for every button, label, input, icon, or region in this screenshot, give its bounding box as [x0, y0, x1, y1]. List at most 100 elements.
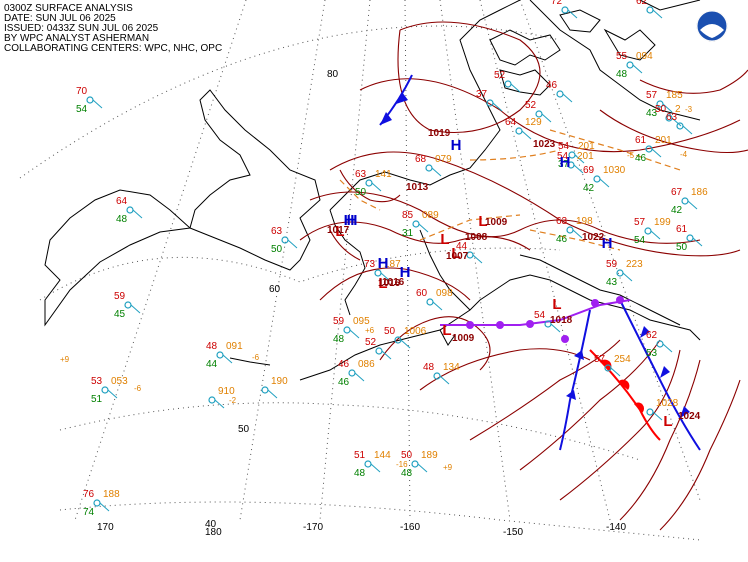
station-circle	[343, 326, 351, 334]
station-dewpoint: 54	[634, 235, 646, 246]
wind-barb	[521, 130, 532, 140]
station-dewpoint: 51	[91, 394, 103, 405]
station-circle	[364, 460, 372, 468]
station-circle	[593, 175, 601, 183]
station-pressure: 1030	[603, 165, 626, 176]
station-temperature: 59	[114, 291, 126, 302]
pressure-tendency: -4	[680, 150, 688, 159]
station-temperature: 61	[676, 224, 688, 235]
grid-labels: 80 60 50 40 170 180 -170 -160 -150 -140	[97, 69, 626, 538]
pressure-tendencies: +9 -6 -2 -6 +6 +9 -16 -5 -4 -3	[60, 105, 693, 472]
wind-barb	[349, 329, 360, 339]
station-dewpoint: 44	[206, 359, 218, 370]
center-pressure-label: 1019	[428, 128, 451, 139]
station-dewpoint: 31	[402, 228, 414, 239]
wind-barb	[632, 64, 643, 74]
station-circle	[681, 197, 689, 205]
wind-barb	[572, 229, 583, 239]
wind-barb	[417, 463, 428, 473]
station-temperature: 50	[384, 326, 396, 337]
low-center: L	[478, 213, 487, 230]
wind-barb	[418, 223, 429, 233]
station-pressure: 199	[654, 217, 671, 228]
wind-barb	[541, 113, 552, 123]
wind-barb	[381, 350, 392, 360]
station-dewpoint: 46	[556, 234, 568, 245]
wind-barb	[687, 200, 698, 210]
station-pressure: 144	[374, 450, 391, 461]
station-temperature: 61	[635, 135, 647, 146]
pressure-tendency: -5	[627, 151, 635, 160]
noaa-logo	[696, 10, 728, 42]
high-center: H	[344, 212, 355, 229]
wind-barb	[651, 148, 662, 158]
header-analyst: BY WPC ANALYST ASHERMAN	[4, 33, 150, 44]
station-temperature: 70	[76, 86, 88, 97]
lon-label: -160	[400, 522, 420, 533]
station-pressure: 1006	[404, 326, 427, 337]
station-temperature: 63	[556, 216, 568, 227]
station-pressure: 201	[578, 141, 595, 152]
center-pressure-label: 1024	[678, 411, 701, 422]
wind-barb	[130, 304, 141, 314]
low-center: L	[378, 275, 387, 292]
station-temperature: 69	[583, 165, 595, 176]
station-dewpoint: 43	[646, 108, 658, 119]
station-temperature: 62	[636, 0, 648, 7]
station-dewpoint: 42	[671, 205, 683, 216]
center-pressure-label: 1018	[550, 315, 573, 326]
station-circle	[93, 499, 101, 507]
high-center: H	[451, 137, 462, 154]
station-temperature: 52	[525, 100, 537, 111]
station-temperature: 44	[456, 241, 468, 252]
high-center: H	[347, 212, 358, 229]
station-circle	[216, 351, 224, 359]
station-circle	[425, 164, 433, 172]
station-temperature: 54	[557, 151, 569, 162]
station-dewpoint: 46	[635, 153, 647, 164]
station-temperature: 51	[354, 450, 366, 461]
wind-barb	[622, 272, 633, 282]
station-dewpoint: 48	[354, 468, 366, 479]
pressure-tendency: -6	[252, 353, 260, 362]
wind-barb	[550, 323, 561, 333]
station-temperature: 63	[355, 169, 367, 180]
station-dewpoint: 74	[83, 507, 95, 518]
station-pressure: 189	[421, 450, 438, 461]
station-circle	[515, 127, 523, 135]
wind-barb	[214, 399, 225, 409]
center-pressure-label: 1016	[382, 277, 405, 288]
station-circle	[426, 298, 434, 306]
station-circle	[646, 6, 654, 14]
lon-label: -150	[503, 527, 523, 538]
station-pressure: 190	[271, 376, 288, 387]
station-dewpoint: 37	[558, 159, 570, 170]
station-pressure: 188	[103, 489, 120, 500]
wind-barb	[132, 209, 143, 219]
center-pressure-label: 1008	[465, 232, 488, 243]
lon-label: 170	[97, 522, 114, 533]
station-temperature: 76	[83, 489, 95, 500]
station-pressure: 134	[443, 362, 460, 373]
lat-label: 80	[327, 69, 339, 80]
station-temperature: 73	[364, 259, 376, 270]
center-pressure-label: 1013	[406, 182, 429, 193]
wind-barb	[692, 237, 703, 247]
station-temperature: 64	[505, 117, 517, 128]
low-center: L	[442, 322, 451, 339]
wind-barb	[599, 178, 610, 188]
header-issued: ISSUED: 0433Z SUN JUL 06 2025	[4, 23, 159, 34]
station-temperature: 48	[206, 341, 218, 352]
pressure-tendency: +9	[443, 463, 453, 472]
wind-barb	[400, 339, 411, 349]
center-pressure-label: 1007	[446, 251, 469, 262]
station-dewpoint: 48	[333, 334, 345, 345]
station-temperature: 59	[333, 316, 345, 327]
station-temperature: 63	[271, 226, 283, 237]
wind-barb	[650, 230, 661, 240]
isobars	[299, 21, 748, 531]
wind-barb	[682, 125, 693, 135]
station-dewpoint: 48	[116, 214, 128, 225]
